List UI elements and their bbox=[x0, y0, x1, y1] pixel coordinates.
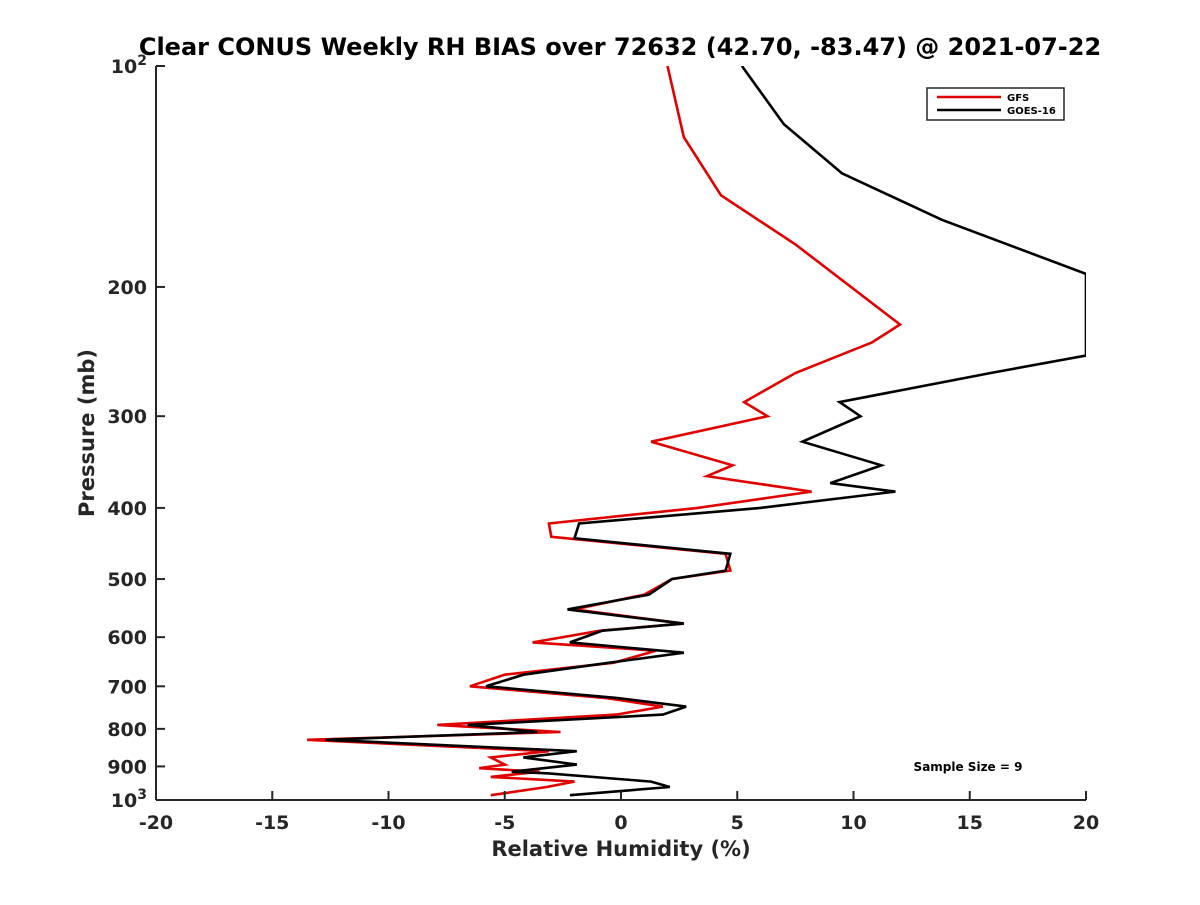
x-tick-label: -10 bbox=[371, 812, 405, 834]
y-tick-label: 200 bbox=[107, 277, 147, 299]
y-axis-label: Pressure (mb) bbox=[75, 349, 99, 517]
series-line-goes-16 bbox=[325, 66, 1086, 797]
x-tick-label: 10 bbox=[840, 812, 866, 834]
legend-label: GOES-16 bbox=[1007, 106, 1056, 117]
y-tick-label: 300 bbox=[107, 406, 147, 428]
x-tick-label: -5 bbox=[494, 812, 515, 834]
y-tick-label: 800 bbox=[107, 719, 147, 741]
sample-size-annotation: Sample Size = 9 bbox=[914, 760, 1023, 774]
legend: GFS GOES-16 bbox=[926, 87, 1065, 121]
y-tick-label: 600 bbox=[107, 627, 147, 649]
plot-area: -20 -15 -10 -5 0 5 10 15 20 102 200 300 400 500 600 700… bbox=[107, 53, 1099, 834]
x-tick-label: -20 bbox=[139, 812, 173, 834]
y-tick-label: 102 bbox=[111, 53, 147, 78]
x-axis-label: Relative Humidity (%) bbox=[491, 837, 750, 861]
y-tick-label: 500 bbox=[107, 569, 147, 591]
x-tick-label: 15 bbox=[957, 812, 983, 834]
y-tick-label: 900 bbox=[107, 756, 147, 778]
legend-box bbox=[926, 87, 1065, 121]
y-tick-label: 700 bbox=[107, 676, 147, 698]
x-tick-label: 0 bbox=[614, 812, 627, 834]
x-tick-label: 20 bbox=[1073, 812, 1099, 834]
x-tick-label: -15 bbox=[255, 812, 289, 834]
series-group bbox=[307, 66, 1086, 797]
legend-label: GFS bbox=[1007, 93, 1029, 104]
y-tick-label: 103 bbox=[111, 787, 147, 812]
chart-title: Clear CONUS Weekly RH BIAS over 72632 (4… bbox=[139, 33, 1101, 61]
y-tick-label: 400 bbox=[107, 498, 147, 520]
x-tick-label: 5 bbox=[731, 812, 744, 834]
